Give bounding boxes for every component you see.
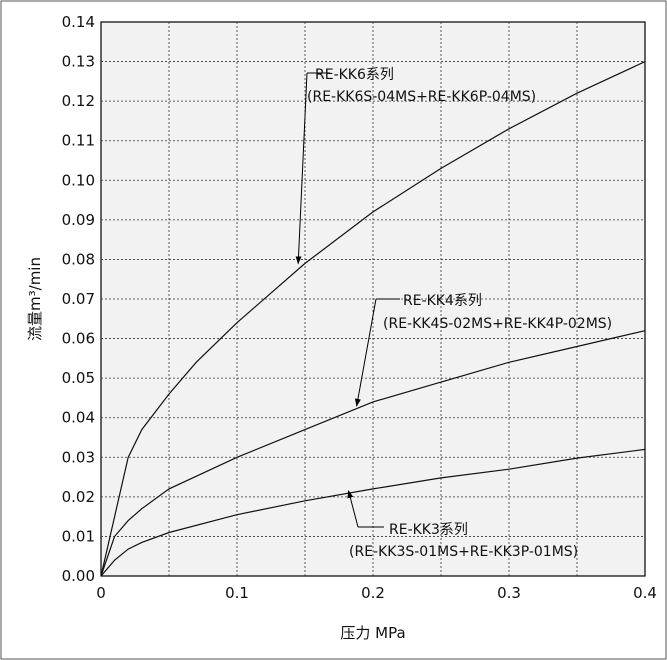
series-line bbox=[100, 330, 646, 577]
x-tick-label: 0.3 bbox=[497, 584, 521, 602]
x-tick-label: 0.1 bbox=[225, 584, 249, 602]
y-tick-label: 0.01 bbox=[62, 527, 95, 545]
y-axis-title: 流量m³/min bbox=[26, 257, 44, 341]
annotation-series-name: RE-KK6系列 bbox=[315, 67, 394, 83]
grid bbox=[101, 22, 645, 576]
annotation-arrow bbox=[347, 489, 359, 528]
x-tick-label: 0.2 bbox=[361, 584, 385, 602]
y-tick-label: 0.05 bbox=[62, 369, 95, 387]
series-line bbox=[100, 448, 646, 577]
y-tick-label: 0.08 bbox=[62, 250, 95, 268]
annotation-series-name: RE-KK3系列 bbox=[389, 522, 468, 538]
y-tick-label: 0.02 bbox=[62, 488, 95, 506]
annotation-model-list: (RE-KK4S-02MS+RE-KK4P-02MS) bbox=[383, 316, 612, 332]
series-line bbox=[100, 61, 646, 577]
x-tick-label: 0.4 bbox=[633, 584, 657, 602]
y-tick-label: 0.03 bbox=[62, 448, 95, 466]
annotations: RE-KK6系列 (RE-KK6S-04MS+RE-KK6P-04MS) RE-KK… bbox=[295, 67, 612, 560]
annotation-arrow bbox=[295, 72, 308, 265]
y-tick-label: 0.07 bbox=[62, 290, 95, 308]
series-lines bbox=[100, 61, 646, 577]
y-tick-label: 0.10 bbox=[62, 171, 95, 189]
x-tick-label: 0 bbox=[96, 584, 106, 602]
y-tick-label: 0.11 bbox=[62, 132, 95, 150]
annotation-model-list: (RE-KK6S-04MS+RE-KK6P-04MS) bbox=[307, 89, 536, 105]
y-tick-label: 0.04 bbox=[62, 409, 95, 427]
annotation-series-name: RE-KK4系列 bbox=[403, 293, 482, 309]
y-tick-label: 0.13 bbox=[62, 53, 95, 71]
y-tick-label: 0.12 bbox=[62, 92, 95, 110]
x-axis-title: 压力 MPa bbox=[340, 624, 405, 642]
y-tick-label: 0.00 bbox=[62, 567, 95, 585]
y-tick-label: 0.14 bbox=[62, 13, 95, 31]
y-tick-label: 0.06 bbox=[62, 330, 95, 348]
y-tick-label: 0.09 bbox=[62, 211, 95, 229]
annotation-arrow bbox=[354, 298, 377, 407]
tick-labels: 0.00 0.01 0.02 0.03 0.04 0.05 0.06 0.07 0.08 0.09… bbox=[62, 13, 657, 602]
annotation-model-list: (RE-KK3S-01MS+RE-KK3P-01MS) bbox=[349, 544, 578, 560]
